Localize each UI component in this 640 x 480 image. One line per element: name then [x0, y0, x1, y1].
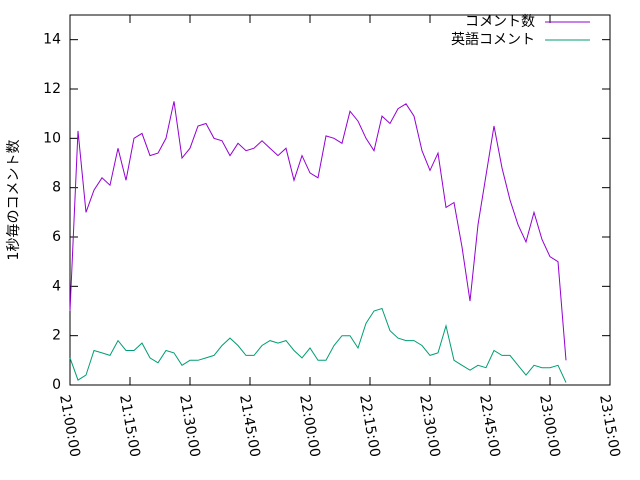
y-tick-label: 2: [52, 328, 61, 344]
y-tick-label: 0: [52, 377, 61, 393]
legend-label: 英語コメント: [451, 31, 535, 48]
x-tick-label: 22:15:00: [356, 394, 383, 459]
x-tick-label: 21:15:00: [116, 394, 143, 459]
x-tick-label: 23:15:00: [596, 394, 623, 459]
x-tick-label: 22:30:00: [416, 394, 443, 459]
y-tick-label: 14: [43, 32, 61, 48]
x-tick-label: 23:00:00: [536, 394, 563, 459]
x-tick-label: 21:30:00: [176, 394, 203, 459]
y-axis-label: 1秒毎のコメント数: [6, 140, 22, 261]
y-tick-label: 12: [43, 81, 61, 97]
x-tick-label: 21:00:00: [56, 394, 83, 459]
x-tick-label: 22:45:00: [476, 394, 503, 459]
y-tick-label: 6: [52, 229, 61, 245]
y-tick-label: 4: [52, 278, 61, 294]
y-tick-label: 8: [52, 180, 61, 196]
x-tick-label: 22:00:00: [296, 394, 323, 459]
series-line: [69, 101, 567, 361]
y-tick-label: 10: [43, 130, 61, 146]
legend-label: コメント数: [465, 14, 535, 30]
plot-frame: [69, 14, 611, 386]
series-line: [69, 307, 567, 383]
x-tick-label: 21:45:00: [236, 394, 263, 459]
